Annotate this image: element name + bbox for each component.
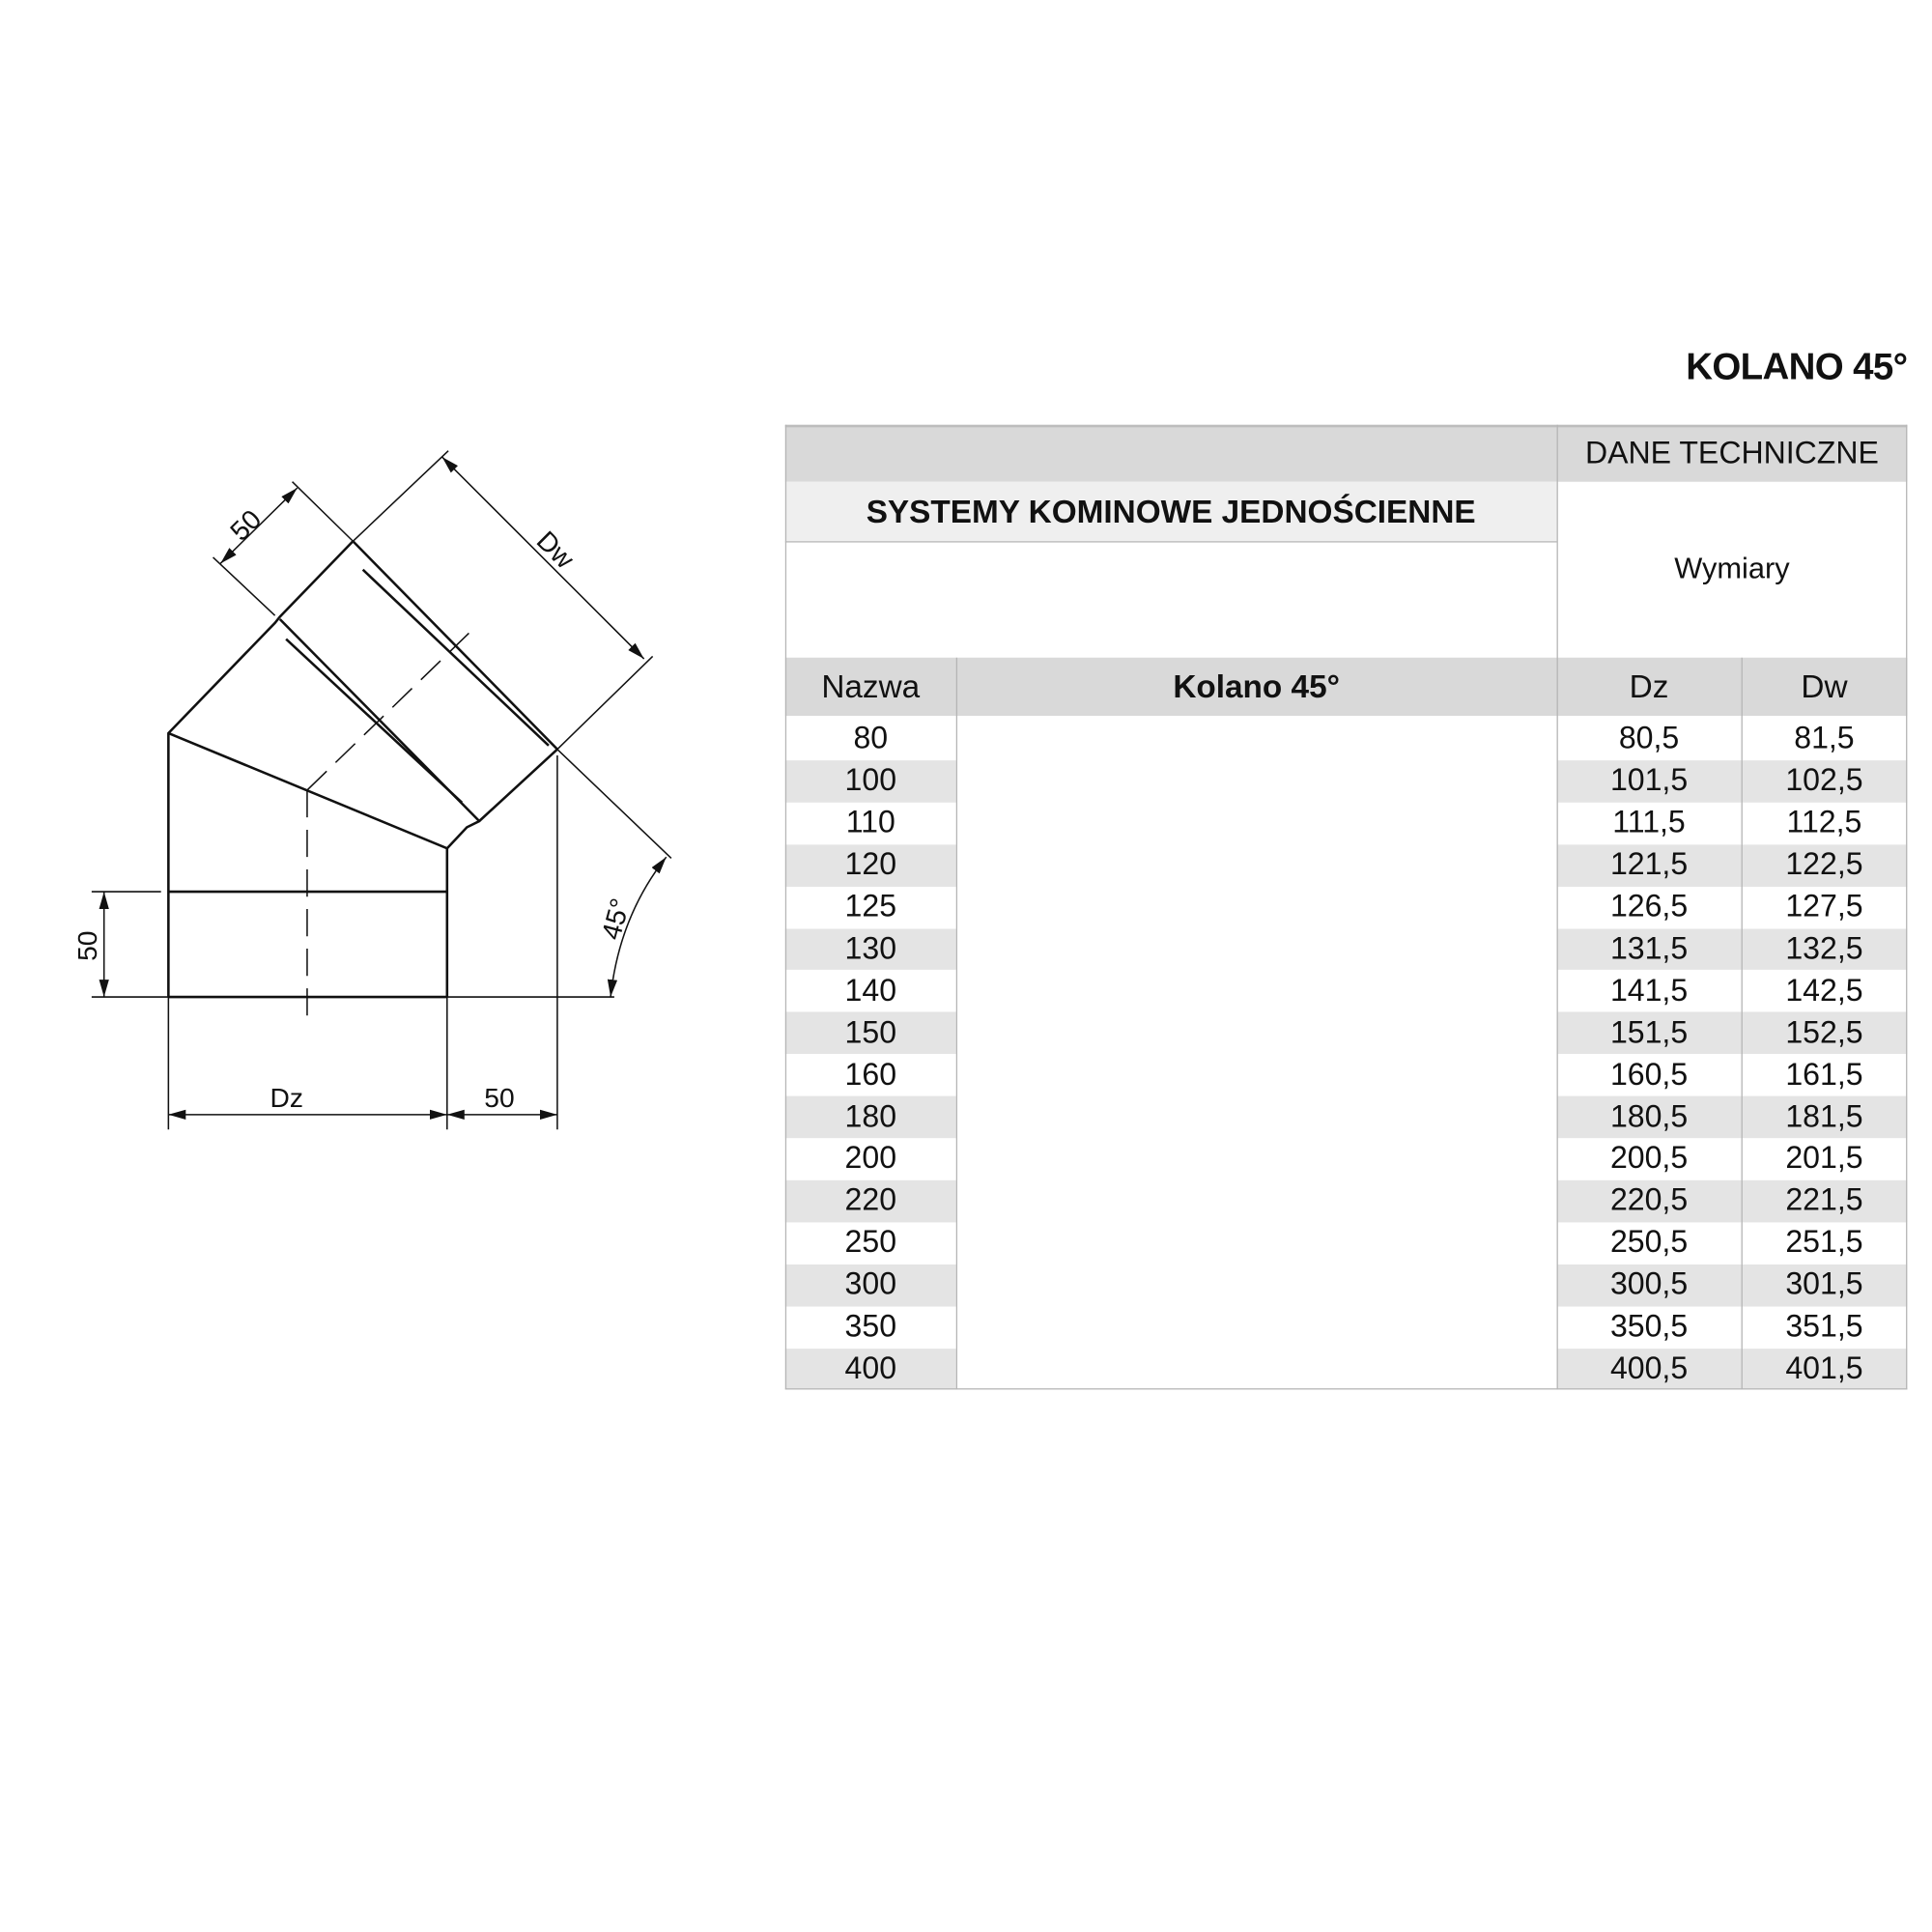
cell-dw: 122,5	[1741, 843, 1908, 887]
cell-dz: 131,5	[1556, 927, 1742, 971]
cell-dw: 251,5	[1785, 1225, 1863, 1261]
cell-dw: 301,5	[1741, 1264, 1908, 1307]
cell-dz: 220,5	[1556, 1179, 1742, 1223]
column-header-nazwa: Nazwa	[821, 668, 921, 705]
cell-nazwa: 180	[784, 1095, 956, 1139]
cell-dz: 200,5	[1609, 1141, 1689, 1177]
column-divider	[955, 657, 958, 1390]
divider	[784, 541, 1557, 543]
cell-dz: 250,5	[1609, 1225, 1689, 1261]
top-50-label: 50	[224, 503, 268, 547]
cell-dz: 151,5	[1556, 1011, 1742, 1055]
cell-dw: 401,5	[1741, 1348, 1908, 1390]
table-border-bottom	[784, 1388, 1908, 1390]
cell-dw: 142,5	[1785, 973, 1863, 1009]
left-50-label: 50	[71, 931, 102, 961]
cell-dw: 81,5	[1794, 721, 1855, 756]
cell-dw: 161,5	[1785, 1057, 1863, 1093]
cell-nazwa: 220	[784, 1179, 956, 1223]
angle-label: 45°	[595, 895, 636, 942]
cell-nazwa: 150	[784, 1011, 956, 1055]
cell-nazwa: 160	[844, 1057, 897, 1093]
cell-nazwa: 250	[844, 1225, 897, 1261]
column-divider	[1556, 424, 1558, 1390]
column-header-dz: Dz	[1629, 668, 1669, 705]
cell-dz: 111,5	[1612, 805, 1686, 840]
cell-nazwa: 400	[784, 1348, 956, 1390]
cell-nazwa: 350	[844, 1309, 897, 1345]
cell-dw: 221,5	[1741, 1179, 1908, 1223]
column-header-dw: Dw	[1801, 668, 1848, 705]
cell-dz: 80,5	[1618, 721, 1680, 756]
cell-dz: 121,5	[1556, 843, 1742, 887]
cell-dz: 126,5	[1609, 889, 1689, 924]
elbow-outline	[167, 540, 558, 999]
column-header-product: Kolano 45°	[1173, 668, 1340, 705]
cell-dw: 201,5	[1785, 1141, 1863, 1177]
cell-nazwa: 80	[853, 721, 889, 756]
cell-nazwa: 200	[844, 1141, 897, 1177]
table-border-right	[1906, 424, 1908, 1390]
cell-dz: 350,5	[1609, 1309, 1689, 1345]
cell-dz: 400,5	[1556, 1348, 1742, 1390]
dw-label: Dw	[531, 525, 582, 575]
cell-nazwa: 130	[784, 927, 956, 971]
bottom-50-label: 50	[484, 1082, 514, 1113]
table-border-left	[784, 424, 787, 1390]
cell-nazwa: 300	[784, 1264, 956, 1307]
cell-nazwa: 100	[784, 760, 956, 803]
cell-dw: 152,5	[1741, 1011, 1908, 1055]
cell-dz: 300,5	[1556, 1264, 1742, 1307]
cell-dz: 101,5	[1556, 760, 1742, 803]
column-header-row	[784, 657, 1908, 717]
cell-dw: 102,5	[1741, 760, 1908, 803]
cell-dz: 180,5	[1556, 1095, 1742, 1139]
page-title: KOLANO 45°	[1686, 346, 1908, 388]
cell-dw: 112,5	[1786, 805, 1862, 840]
dimension-lines	[91, 450, 672, 1130]
dz-label: Dz	[270, 1082, 302, 1113]
dane-techniczne-header: DANE TECHNICZNE	[1584, 435, 1879, 470]
cell-nazwa: 140	[844, 973, 897, 1009]
cell-dw: 127,5	[1785, 889, 1863, 924]
cell-dz: 141,5	[1609, 973, 1689, 1009]
table-top-bar	[784, 424, 1908, 482]
system-label: SYSTEMY KOMINOWE JEDNOŚCIENNE	[784, 481, 1557, 542]
cell-dw: 181,5	[1741, 1095, 1908, 1139]
column-divider	[1741, 657, 1743, 1390]
cell-nazwa: 125	[844, 889, 897, 924]
elbow-technical-drawing: Dw 50 45° 50 Dz 50	[71, 450, 672, 1130]
cell-nazwa: 110	[845, 805, 895, 840]
cell-dw: 132,5	[1741, 927, 1908, 971]
cell-dw: 351,5	[1785, 1309, 1863, 1345]
cell-dz: 160,5	[1609, 1057, 1689, 1093]
dimensions-label: Wymiary	[1674, 552, 1790, 586]
cell-nazwa: 120	[784, 843, 956, 887]
